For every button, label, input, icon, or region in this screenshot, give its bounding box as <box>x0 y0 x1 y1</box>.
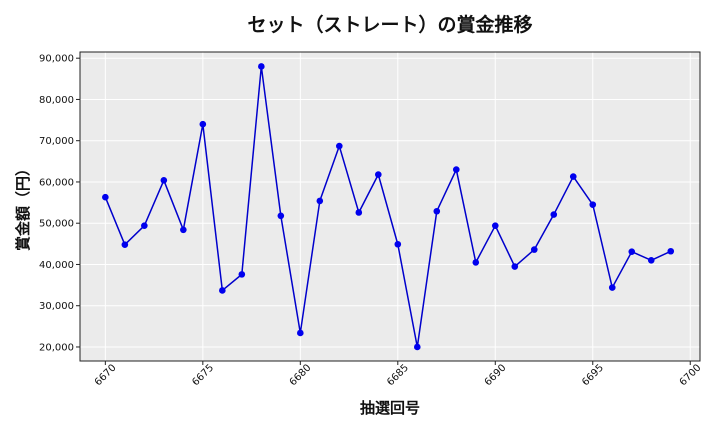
y-tick-label: 80,000 <box>39 95 74 106</box>
y-tick-label: 40,000 <box>39 260 74 271</box>
x-tick-label: 6670 <box>93 362 119 388</box>
y-tick-label: 20,000 <box>39 342 74 353</box>
data-point <box>336 142 343 150</box>
plot-frame <box>79 51 701 362</box>
data-point <box>530 246 538 253</box>
data-point <box>472 259 480 266</box>
y-tick-label: 30,000 <box>39 301 74 312</box>
y-tick-label: 50,000 <box>39 219 74 230</box>
data-point <box>141 222 148 229</box>
data-point <box>667 247 675 255</box>
y-tick-label: 70,000 <box>39 136 74 147</box>
x-tick-label: 6685 <box>385 362 411 388</box>
data-point <box>121 241 129 248</box>
data-point <box>550 211 558 218</box>
data-point <box>413 343 421 351</box>
data-point <box>511 263 519 270</box>
data-point <box>316 197 324 205</box>
data-point <box>569 173 577 180</box>
x-tick-label: 6680 <box>288 362 314 388</box>
data-point <box>160 177 168 184</box>
x-tick-label: 6675 <box>190 362 216 388</box>
data-point <box>452 166 460 173</box>
x-tick-label: 6695 <box>580 362 606 388</box>
plot-area <box>80 52 700 361</box>
data-point <box>647 257 655 264</box>
data-point <box>219 287 226 294</box>
x-tick-label: 6690 <box>483 362 509 388</box>
data-point <box>297 329 304 337</box>
x-axis-label: 抽選回号 <box>360 399 420 417</box>
y-tick-label: 90,000 <box>39 54 74 65</box>
data-point <box>355 209 363 216</box>
y-axis-label: 賞金額（円） <box>14 161 32 251</box>
data-point <box>180 226 187 234</box>
data-point <box>394 240 402 248</box>
data-point <box>628 248 636 255</box>
data-point <box>238 271 246 278</box>
data-point <box>491 222 499 229</box>
x-tick-label: 6700 <box>678 362 704 388</box>
data-point <box>608 284 616 291</box>
chart-title: セット（ストレート）の賞金推移 <box>247 13 532 36</box>
series-line <box>104 65 672 348</box>
data-point <box>199 120 207 128</box>
data-point <box>102 193 109 201</box>
data-point <box>258 63 265 70</box>
data-point <box>375 171 382 178</box>
series-layer <box>102 63 675 351</box>
y-tick-label: 60,000 <box>39 177 74 188</box>
data-point <box>589 201 597 208</box>
data-point <box>277 212 285 220</box>
data-point <box>433 207 441 215</box>
